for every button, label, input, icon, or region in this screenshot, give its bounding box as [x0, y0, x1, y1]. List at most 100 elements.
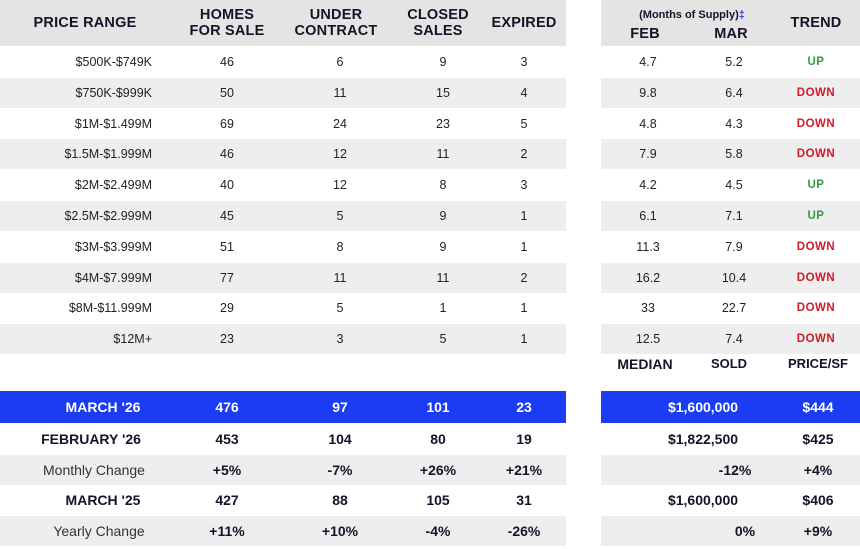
- summary-homes: 453: [215, 431, 239, 447]
- summary-sold: $1,600,000: [667, 399, 739, 415]
- cell-price-range: $4M-$7.999M: [74, 270, 152, 285]
- summary-price-sf: $425: [802, 431, 834, 447]
- cell-expired: 2: [520, 270, 528, 285]
- cell-closed-sales: 9: [439, 209, 447, 223]
- summary-homes: +11%: [209, 523, 245, 539]
- cell-homes-for-sale: 50: [220, 85, 234, 100]
- cell-feb-supply: 6.1: [639, 209, 657, 223]
- header-sold: SOLD: [710, 356, 748, 371]
- cell-homes-for-sale: 45: [220, 209, 234, 223]
- summary-expired: -26%: [507, 523, 541, 539]
- table-row: $750K-$999K 50 11 15 4 9.8 6.4 DOWN: [0, 77, 860, 108]
- cell-price-range: $1M-$1.499M: [74, 116, 152, 131]
- header-expired: EXPIRED: [491, 15, 557, 31]
- table-row: $1.5M-$1.999M 46 12 11 2 7.9 5.8 DOWN: [0, 139, 860, 170]
- cell-under-contract: 5: [336, 209, 344, 223]
- summary-row-yearly-change: Yearly Change +11% +10% -4% -26% 0% +9%: [0, 516, 860, 546]
- header-mar: MAR: [714, 26, 748, 42]
- header-trend: TREND: [790, 15, 842, 31]
- cell-under-contract: 5: [336, 301, 344, 316]
- summary-closed: -4%: [425, 523, 451, 539]
- header-under-line2: CONTRACT: [294, 23, 378, 39]
- cell-price-range: $8M-$11.999M: [68, 301, 152, 316]
- cell-under-contract: 12: [333, 147, 347, 162]
- cell-closed-sales: 5: [439, 332, 447, 347]
- cell-closed-sales: 9: [439, 239, 447, 254]
- summary-price-sf: +9%: [803, 523, 833, 539]
- summary-label: Yearly Change: [53, 523, 145, 539]
- cell-mar-supply: 6.4: [725, 85, 743, 100]
- header-months-of-supply: (Months of Supply)‡: [627, 8, 757, 22]
- summary-under: 104: [328, 431, 352, 447]
- header-closed-line2: SALES: [413, 23, 463, 39]
- cell-homes-for-sale: 51: [220, 239, 234, 254]
- table-row: $12M+ 23 3 5 1 12.5 7.4 DOWN: [0, 324, 860, 355]
- cell-homes-for-sale: 40: [220, 178, 234, 193]
- header-price-sf: PRICE/SF: [788, 356, 848, 371]
- cell-homes-for-sale: 77: [220, 270, 234, 285]
- summary-closed: 101: [426, 399, 450, 415]
- cell-price-range: $2M-$2.499M: [74, 178, 152, 193]
- cell-under-contract: 3: [336, 332, 344, 347]
- summary-price-sf: $444: [802, 399, 834, 415]
- summary-label: MARCH '25: [65, 492, 141, 508]
- cell-mar-supply: 7.9: [725, 239, 743, 254]
- cell-under-contract: 12: [333, 178, 347, 193]
- summary-under: 88: [332, 492, 348, 508]
- cell-expired: 1: [520, 332, 528, 347]
- months-of-supply-label: (Months of Supply): [639, 9, 739, 21]
- header-homes-for-sale: HOMES FOR SALE: [180, 7, 274, 39]
- cell-expired: 1: [520, 301, 528, 316]
- cell-expired: 2: [520, 147, 528, 162]
- cell-closed-sales: 11: [436, 270, 450, 285]
- cell-mar-supply: 4.3: [725, 116, 743, 131]
- table-row: $8M-$11.999M 29 5 1 1 33 22.7 DOWN: [0, 293, 860, 323]
- summary-sold: -12%: [718, 462, 752, 478]
- cell-homes-for-sale: 46: [220, 147, 234, 162]
- header-feb: FEB: [630, 26, 660, 42]
- summary-price-sf: +4%: [803, 462, 833, 478]
- cell-feb-supply: 9.8: [639, 85, 657, 100]
- cell-feb-supply: 4.7: [639, 55, 657, 69]
- cell-trend: DOWN: [796, 148, 836, 161]
- cell-price-range: $12M+: [113, 332, 152, 347]
- cell-closed-sales: 8: [439, 178, 447, 193]
- table-header-left: PRICE RANGE HOMES FOR SALE UNDER CONTRAC…: [0, 0, 566, 46]
- cell-mar-supply: 10.4: [721, 270, 747, 285]
- summary-label: Monthly Change: [43, 462, 145, 478]
- cell-trend: UP: [807, 210, 825, 222]
- footnote-mark: ‡: [738, 9, 745, 21]
- summary-row-monthly-change: Monthly Change +5% -7% +26% +21% -12% +4…: [0, 455, 860, 485]
- cell-feb-supply: 4.8: [639, 116, 657, 131]
- cell-mar-supply: 4.5: [725, 178, 743, 193]
- summary-closed: +26%: [419, 462, 457, 478]
- cell-price-range: $3M-$3.999M: [74, 239, 152, 254]
- cell-trend: DOWN: [796, 117, 836, 130]
- cell-feb-supply: 12.5: [635, 332, 661, 347]
- cell-under-contract: 11: [333, 270, 347, 285]
- cell-closed-sales: 1: [439, 301, 447, 316]
- table-row: $3M-$3.999M 51 8 9 1 11.3 7.9 DOWN: [0, 232, 860, 262]
- summary-sold: $1,822,500: [667, 431, 739, 447]
- summary-closed: 105: [426, 492, 450, 508]
- cell-feb-supply: 11.3: [636, 239, 660, 254]
- summary-expired: +21%: [505, 462, 543, 478]
- header-under-line1: UNDER: [309, 7, 363, 23]
- cell-feb-supply: 33: [641, 301, 655, 316]
- cell-feb-supply: 16.2: [635, 270, 661, 285]
- cell-closed-sales: 15: [436, 85, 450, 100]
- cell-trend: DOWN: [796, 240, 836, 253]
- cell-homes-for-sale: 29: [220, 301, 234, 316]
- summary-homes: 427: [215, 492, 239, 508]
- cell-under-contract: 24: [333, 116, 347, 131]
- summary-under: +10%: [321, 523, 359, 539]
- cell-trend: UP: [807, 56, 825, 68]
- summary-sold: 0%: [734, 523, 756, 539]
- header-under-contract: UNDER CONTRACT: [286, 7, 386, 39]
- header-homes-line1: HOMES: [199, 7, 255, 23]
- cell-expired: 3: [520, 55, 528, 69]
- cell-trend: UP: [807, 179, 825, 192]
- cell-under-contract: 8: [336, 239, 344, 254]
- cell-mar-supply: 22.7: [721, 301, 747, 316]
- table-row: $2M-$2.499M 40 12 8 3 4.2 4.5 UP: [0, 170, 860, 200]
